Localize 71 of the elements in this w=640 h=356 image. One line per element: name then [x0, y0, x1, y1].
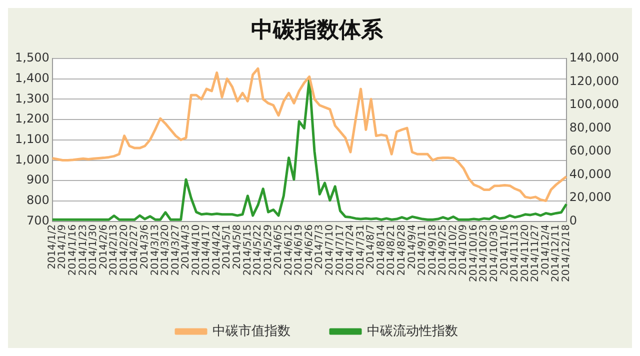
x-tick-label: 2014/11/27: [530, 224, 542, 282]
x-tick-label: 2014/1/2: [46, 224, 58, 270]
x-tick-label: 2014/12/11: [550, 224, 562, 282]
y2-tick-label: 20,000: [569, 190, 612, 204]
x-tick-label: 2014/3/13: [150, 224, 161, 276]
x-tick-label: 2014/9/4: [406, 224, 418, 270]
x-tick-label: 2014/10/16: [468, 224, 480, 282]
x-tick-label: 2014/1/16: [68, 224, 79, 276]
x-tick-label: 2014/7/17: [334, 224, 346, 276]
x-tick-label: 2014/12/18: [560, 224, 572, 282]
y2-tick-label: 140,000: [569, 50, 619, 65]
x-tick-label: 2014/5/22: [252, 224, 264, 276]
x-tick-label: 2014/3/20: [160, 224, 172, 276]
y-tick-label: 1,500: [14, 50, 50, 65]
y-tick-label: 1,100: [14, 132, 50, 146]
y2-tick-label: 40,000: [569, 166, 612, 181]
x-tick-label: 2014/10/23: [478, 224, 490, 282]
x-tick-label: 2014/9/11: [417, 224, 428, 276]
x-tick-label: 2014/3/27: [170, 224, 182, 276]
x-tick-label: 2014/3/6: [139, 224, 150, 270]
y2-tick-label: 80,000: [569, 120, 612, 134]
y2-tick-label: 120,000: [569, 74, 619, 88]
x-tick-label: 2014/9/25: [438, 224, 449, 276]
x-tick-label: 2014/2/20: [118, 224, 130, 276]
x-tick-label: 2014/7/3: [314, 224, 326, 270]
x-tick-label: 2014/8/7: [366, 224, 377, 270]
x-tick-label: 2014/2/13: [108, 224, 120, 276]
x-tick-label: 2014/6/26: [304, 224, 315, 276]
x-tick-label: 2014/2/27: [129, 224, 140, 276]
y-tick-label: 1,300: [14, 91, 50, 106]
y-tick-label: 1,400: [14, 70, 50, 85]
y-tick-label: 800: [26, 193, 50, 208]
x-tick-label: 2014/5/29: [262, 224, 274, 276]
x-tick-label: 2014/6/5: [273, 224, 284, 270]
y2-tick-label: 60,000: [569, 144, 612, 158]
x-tick-label: 2014/5/1: [222, 224, 233, 270]
x-tick-label: 2014/11/6: [499, 224, 510, 276]
x-tick-label: 2014/4/24: [211, 224, 222, 276]
y-tick-label: 1,000: [14, 152, 50, 166]
x-tick-label: 2014/7/10: [324, 224, 336, 276]
x-tick-label: 2014/8/14: [376, 224, 387, 276]
x-tick-label: 2014/1/9: [57, 224, 68, 270]
x-tick-label: 2014/5/8: [232, 224, 243, 270]
legend-label: 中碳流动性指数: [367, 322, 458, 339]
x-tick-label: 2014/1/23: [78, 224, 89, 276]
y-tick-label: 700: [26, 213, 50, 228]
x-tick-label: 2014/11/13: [510, 224, 521, 282]
y2-tick-label: 0: [569, 213, 578, 228]
x-tick-label: 2014/9/18: [427, 224, 438, 276]
x-tick-label: 2014/10/30: [489, 224, 500, 282]
x-tick-label: 2014/4/3: [180, 224, 192, 270]
x-tick-label: 2014/5/15: [242, 224, 254, 276]
x-tick-label: 2014/4/10: [190, 224, 202, 276]
y2-tick-label: 100,000: [569, 97, 619, 112]
x-tick-label: 2014/12/4: [540, 224, 552, 276]
x-tick-label: 2014/4/17: [201, 224, 212, 276]
x-tick-label: 2014/7/31: [355, 224, 366, 276]
x-tick-label: 2014/6/19: [294, 224, 305, 276]
legend-label: 中碳市值指数: [212, 324, 290, 339]
x-tick-label: 2014/1/30: [88, 224, 100, 276]
y-tick-label: 1,200: [14, 112, 50, 126]
x-tick-label: 2014/7/24: [345, 224, 356, 276]
y-tick-label: 900: [26, 172, 50, 187]
x-tick-label: 2014/11/20: [520, 224, 531, 282]
x-tick-label: 2014/6/12: [283, 224, 294, 276]
x-tick-label: 2014/8/21: [386, 224, 398, 276]
x-tick-label: 2014/10/9: [458, 224, 470, 276]
chart-title: 中碳指数体系: [251, 18, 384, 43]
x-tick-label: 2014/2/6: [98, 224, 110, 270]
x-tick-label: 2014/8/28: [396, 224, 408, 276]
x-tick-label: 2014/10/2: [448, 224, 459, 276]
